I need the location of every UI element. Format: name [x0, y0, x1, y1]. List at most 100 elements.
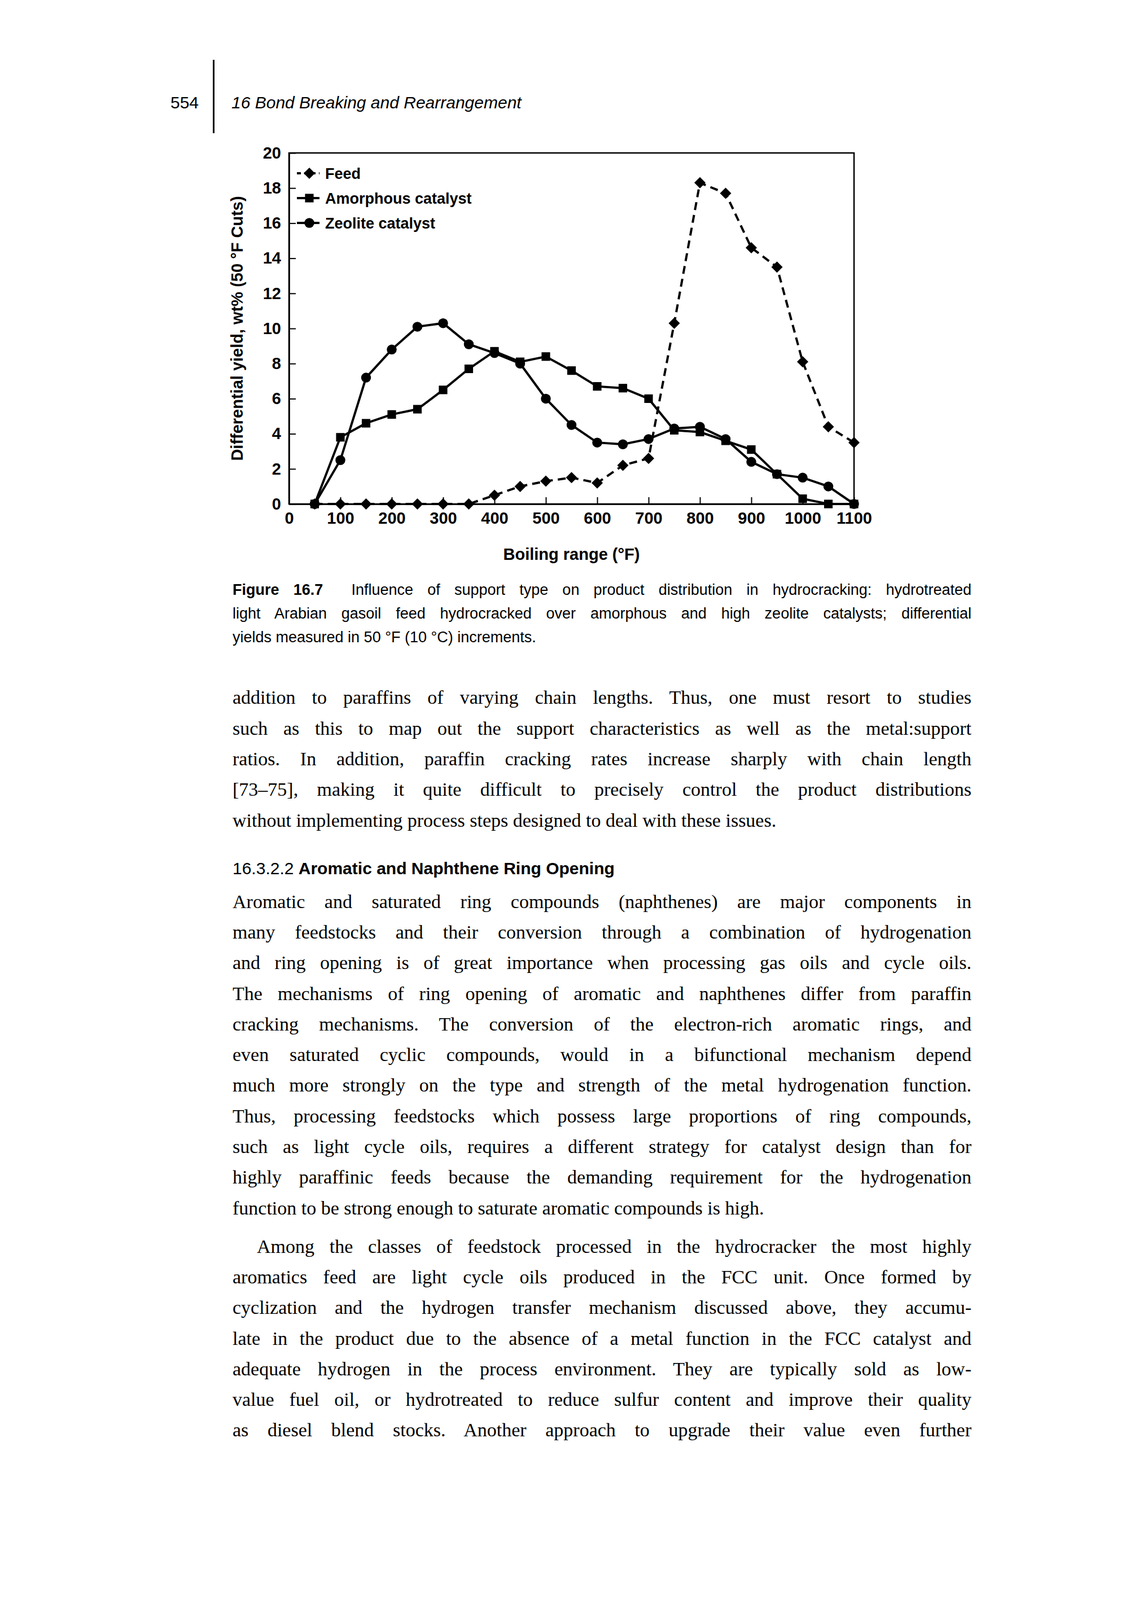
body-line: without implementing process steps desig… — [232, 811, 972, 831]
caption-line: yields measured in 50 °F (10 °C) increme… — [232, 629, 972, 646]
x-axis-tick-mark — [597, 497, 599, 505]
y-axis-tick-mark — [289, 328, 296, 330]
caption-label: Figure 16.7 — [232, 581, 323, 599]
series-marker — [772, 469, 782, 479]
x-axis-tick: 600 — [583, 497, 611, 528]
x-axis-tick: 700 — [635, 497, 663, 528]
series-marker — [540, 393, 551, 404]
series-marker — [642, 452, 655, 464]
series-marker — [360, 498, 372, 510]
y-axis-tick: 12 — [263, 284, 296, 303]
y-axis-tick-mark — [289, 433, 296, 435]
y-axis-tick-label: 2 — [272, 460, 282, 479]
caption-gap — [322, 581, 352, 599]
series-marker — [309, 498, 320, 509]
y-axis: 02468101214161820 — [263, 143, 296, 514]
x-axis-tick: 800 — [686, 497, 714, 528]
series-marker — [386, 498, 398, 510]
legend-marker — [304, 217, 314, 228]
series-marker — [797, 473, 808, 483]
body-line: Thus, processing feedstocks which posses… — [232, 1106, 972, 1127]
series-marker — [464, 364, 474, 374]
body-line: aromatics feed are light cycle oils prod… — [232, 1267, 972, 1287]
y-axis-tick: 14 — [263, 248, 296, 267]
running-title: 16 Bond Breaking and Rearrangement — [231, 93, 523, 112]
x-axis-tick-label: 200 — [378, 509, 406, 528]
x-axis-tick-label: 900 — [737, 509, 765, 528]
page-number: 554 — [170, 93, 199, 112]
x-axis-tick: 400 — [480, 497, 509, 528]
y-axis-tick: 16 — [263, 213, 296, 232]
legend-marker — [304, 193, 314, 203]
y-axis-title: Differential yield, wt% (50 °F Cuts) — [228, 195, 247, 461]
y-axis-tick: 8 — [272, 354, 296, 373]
body-line: late in the product due to the absence o… — [232, 1329, 972, 1349]
body-line: ratios. In addition, paraffin cracking r… — [232, 749, 972, 769]
series-marker — [335, 455, 345, 466]
series-marker — [823, 481, 834, 492]
series-marker — [334, 498, 347, 510]
y-axis-tick-label: 18 — [263, 178, 282, 197]
legend-entry: Feed — [296, 165, 361, 183]
body-line: Among the classes of feedstock processed… — [256, 1237, 972, 1257]
series-marker — [848, 498, 859, 509]
series-marker — [515, 358, 525, 369]
x-axis-tick-label: 1100 — [836, 509, 873, 528]
x-axis-tick-label: 300 — [429, 509, 457, 528]
body-line: even saturated cyclic compounds, would i… — [232, 1045, 972, 1065]
x-axis-tick-mark — [545, 497, 547, 505]
x-axis-tick-label: 500 — [532, 509, 560, 528]
series-line — [314, 323, 855, 505]
series-marker — [720, 434, 731, 444]
x-axis-tick-label: 100 — [326, 509, 354, 528]
series-marker — [566, 471, 578, 484]
heading-gap — [293, 859, 299, 878]
series-line — [314, 182, 855, 505]
series-marker — [746, 445, 756, 454]
series-marker — [412, 498, 424, 510]
series-marker — [412, 321, 423, 332]
body-line: function to be strong enough to saturate… — [232, 1198, 972, 1219]
x-axis-tick: 300 — [429, 497, 457, 528]
series-marker — [489, 348, 499, 358]
series-marker — [591, 477, 603, 489]
y-axis-tick: 6 — [272, 389, 296, 408]
y-axis-tick-label: 14 — [263, 248, 282, 267]
y-axis-tick-mark — [289, 504, 296, 506]
y-axis-tick: 2 — [272, 460, 296, 479]
y-axis-tick-label: 4 — [272, 424, 282, 443]
legend-entry: Amorphous catalyst — [296, 190, 472, 208]
caption-line: light Arabian gasoil feed hydrocracked o… — [232, 606, 972, 622]
series-marker — [463, 339, 474, 349]
body-line: Aromatic and saturated ring compounds (n… — [232, 892, 972, 912]
series-group — [310, 347, 859, 509]
series-marker — [746, 457, 756, 467]
series-group — [309, 318, 860, 510]
y-axis-tick-mark — [289, 257, 296, 260]
x-axis-tick-mark — [648, 497, 650, 505]
x-axis-tick-label: 700 — [635, 509, 663, 528]
series-marker — [618, 383, 628, 393]
x-axis-tick-label: 1000 — [784, 509, 822, 528]
y-axis-tick-mark — [289, 292, 296, 295]
header-rule — [212, 59, 215, 134]
series-marker — [514, 480, 527, 493]
body-line: many feedstocks and their conversion thr… — [232, 922, 972, 943]
x-axis-tick: 100 — [326, 497, 354, 528]
series-marker — [592, 437, 602, 448]
x-axis-tick: 1100 — [836, 497, 873, 528]
y-axis-tick-label: 0 — [272, 495, 282, 514]
y-axis-tick-label: 8 — [272, 354, 282, 373]
y-axis-tick-label: 6 — [272, 389, 282, 408]
section-heading: 16.3.2.2 Aromatic and Naphthene Ring Ope… — [232, 860, 972, 878]
page: {"header": {"page_number": "554", "runni… — [0, 0, 1134, 1600]
body-line: such as light cycle oils, requires a dif… — [232, 1137, 972, 1157]
series-marker — [668, 317, 681, 330]
heading-number: 16.3.2.2 — [232, 859, 294, 878]
series-line — [314, 351, 855, 505]
caption-line: Figure 16.7 Influence of support type on… — [232, 582, 972, 598]
x-axis: 010020030040050060070080090010001100 — [284, 497, 873, 528]
x-axis-tick-label: 800 — [686, 509, 714, 528]
y-axis-tick-mark — [289, 152, 296, 155]
series-marker — [309, 498, 321, 510]
